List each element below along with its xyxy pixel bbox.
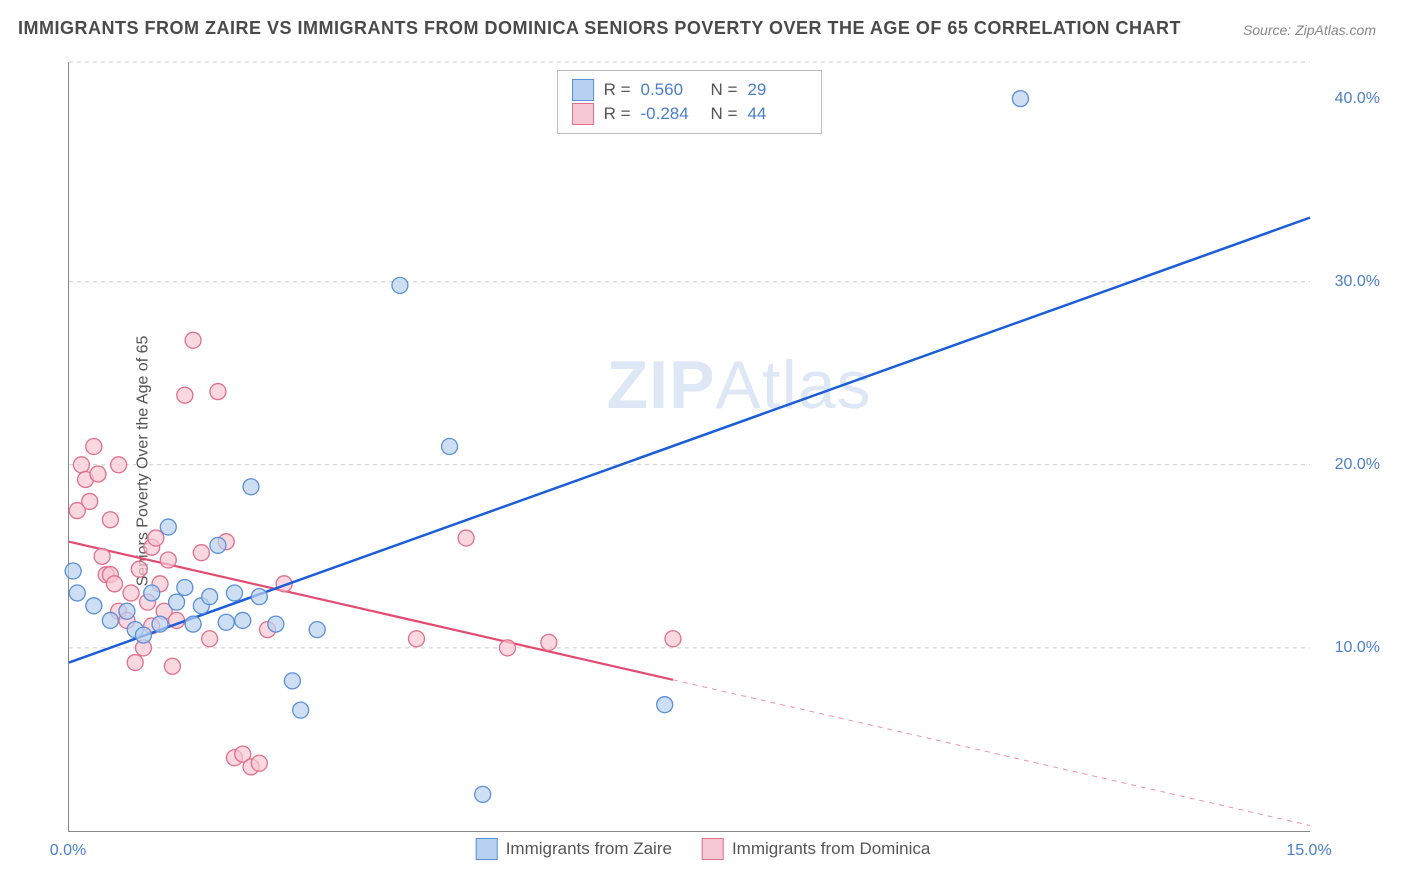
chart-title: IMMIGRANTS FROM ZAIRE VS IMMIGRANTS FROM… xyxy=(18,18,1181,39)
y-tick: 10.0% xyxy=(1335,639,1380,657)
legend-swatch-dominica xyxy=(702,838,724,860)
plot-svg xyxy=(69,62,1310,831)
y-tick: 40.0% xyxy=(1335,90,1380,108)
bottom-legend: Immigrants from Zaire Immigrants from Do… xyxy=(476,838,931,860)
y-tick: 30.0% xyxy=(1335,273,1380,291)
chart-source: Source: ZipAtlas.com xyxy=(1243,22,1376,38)
legend-item-dominica: Immigrants from Dominica xyxy=(702,838,930,860)
legend-item-zaire: Immigrants from Zaire xyxy=(476,838,672,860)
plot-area: ZIPAtlas R = 0.560 N = 29 R = -0.284 N =… xyxy=(68,62,1310,832)
legend-label-dominica: Immigrants from Dominica xyxy=(732,839,930,859)
legend-swatch-zaire xyxy=(476,838,498,860)
legend-label-zaire: Immigrants from Zaire xyxy=(506,839,672,859)
chart-container: Seniors Poverty Over the Age of 65 ZIPAt… xyxy=(18,50,1388,872)
x-tick-1: 15.0% xyxy=(1286,842,1331,860)
y-tick: 20.0% xyxy=(1335,456,1380,474)
x-tick-0: 0.0% xyxy=(50,842,86,860)
